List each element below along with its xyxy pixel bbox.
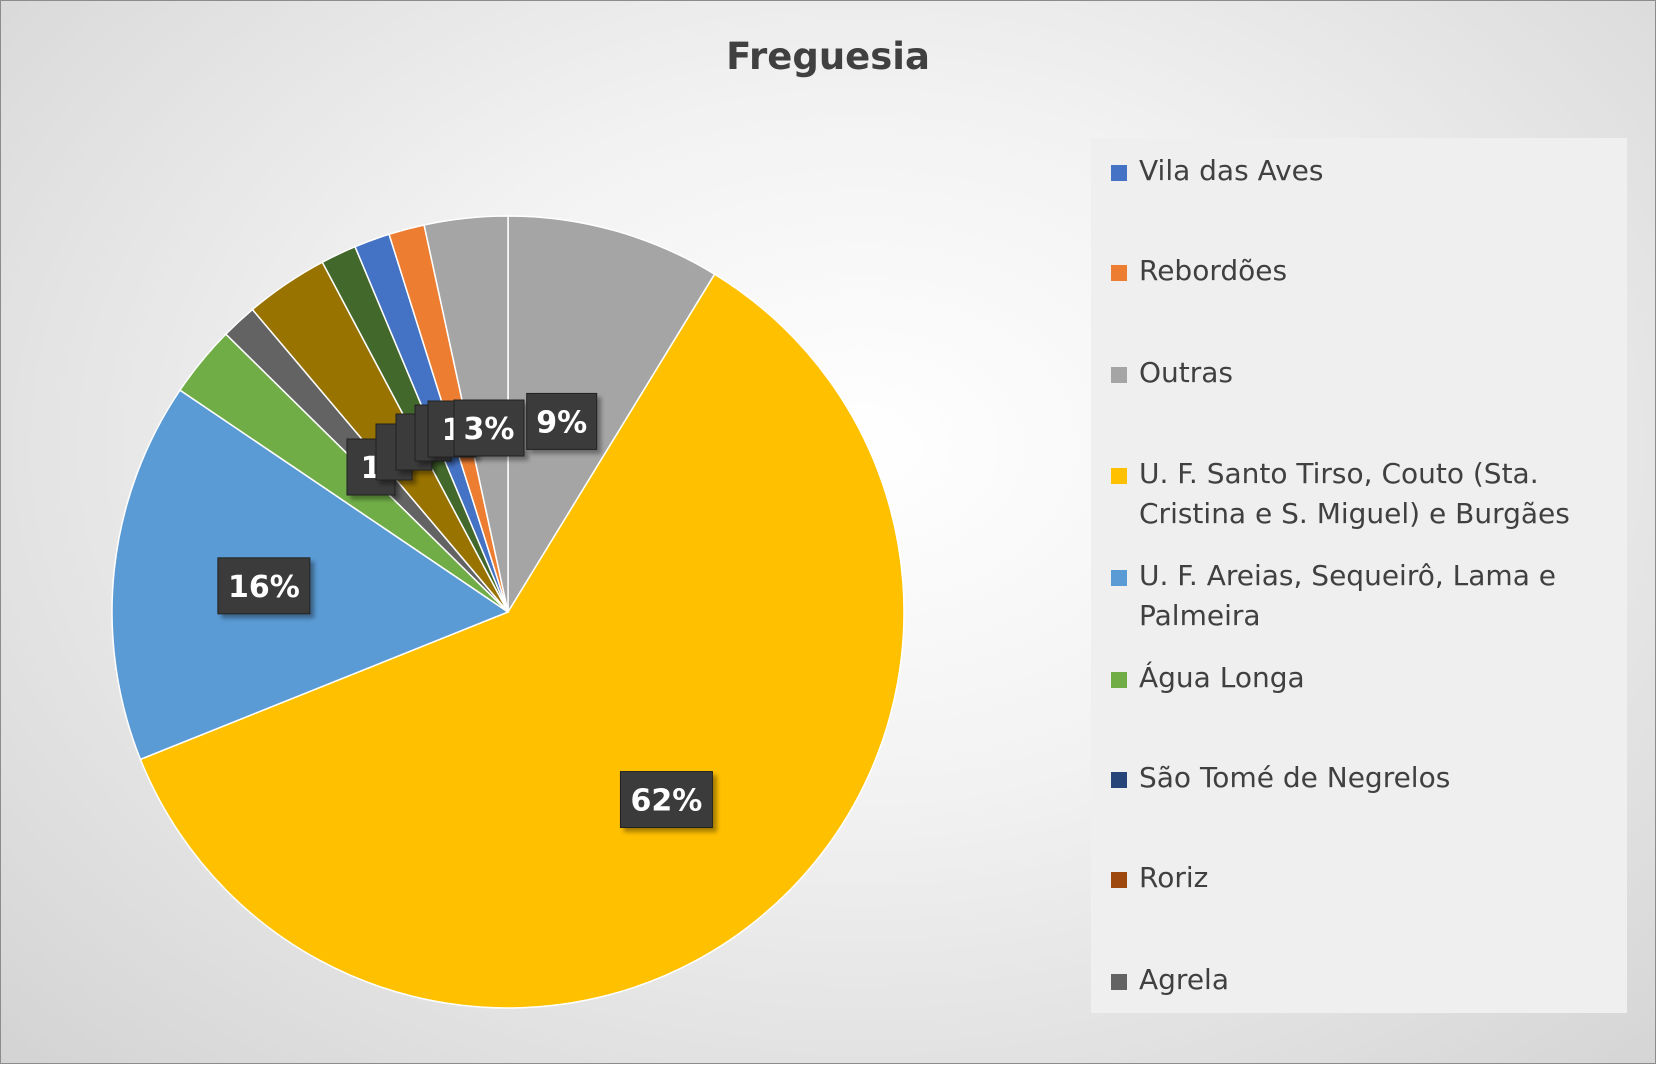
legend-swatch (1111, 468, 1127, 484)
legend-item-santo-tirso: U. F. Santo Tirso, Couto (Sta. Cristina … (1111, 454, 1611, 534)
legend-label: U. F. Areias, Sequeirô, Lama e Palmeira (1139, 559, 1556, 632)
data-label: 16% (217, 557, 311, 615)
data-label-small: 3% (453, 399, 525, 457)
legend-label: U. F. Santo Tirso, Couto (Sta. Cristina … (1139, 457, 1570, 530)
data-label-text: 16% (228, 570, 300, 605)
legend-swatch (1111, 570, 1127, 586)
legend-swatch (1111, 772, 1127, 788)
legend-label: Roriz (1139, 861, 1209, 894)
legend-item-sao-tome: São Tomé de Negrelos (1111, 758, 1611, 798)
data-label-text: 62% (631, 784, 703, 819)
legend-label: Rebordões (1139, 254, 1288, 287)
legend-label: Vila das Aves (1139, 154, 1324, 187)
legend-swatch (1111, 872, 1127, 888)
legend-item-outras: Outras (1111, 353, 1611, 393)
legend-swatch (1111, 265, 1127, 281)
legend-item-agrela: Agrela (1111, 960, 1611, 1000)
data-label: 9% (526, 392, 598, 450)
legend-item-vila-das-aves: Vila das Aves (1111, 151, 1611, 191)
legend-item-areias: U. F. Areias, Sequeirô, Lama e Palmeira (1111, 556, 1611, 636)
legend-label: Agrela (1139, 963, 1229, 996)
legend: Vila das Aves Rebordões Outras U. F. San… (1091, 138, 1627, 1013)
legend-label: São Tomé de Negrelos (1139, 761, 1451, 794)
legend-label: Outras (1139, 356, 1234, 389)
pie-slice (139, 273, 905, 1009)
legend-item-agua-longa: Água Longa (1111, 658, 1611, 698)
legend-swatch (1111, 672, 1127, 688)
legend-item-roriz: Roriz (1111, 858, 1611, 898)
data-labels: 11 3% 9%62%16% (217, 392, 713, 829)
legend-label: Água Longa (1139, 661, 1305, 694)
chart-title: Freguesia (726, 35, 930, 78)
data-label-text: 9% (536, 405, 587, 440)
data-label-text: 3% (464, 412, 515, 447)
legend-swatch (1111, 367, 1127, 383)
data-label: 62% (619, 771, 713, 829)
legend-swatch (1111, 974, 1127, 990)
legend-swatch (1111, 165, 1127, 181)
legend-item-rebordoes: Rebordões (1111, 251, 1611, 291)
pie-slice (507, 215, 716, 615)
